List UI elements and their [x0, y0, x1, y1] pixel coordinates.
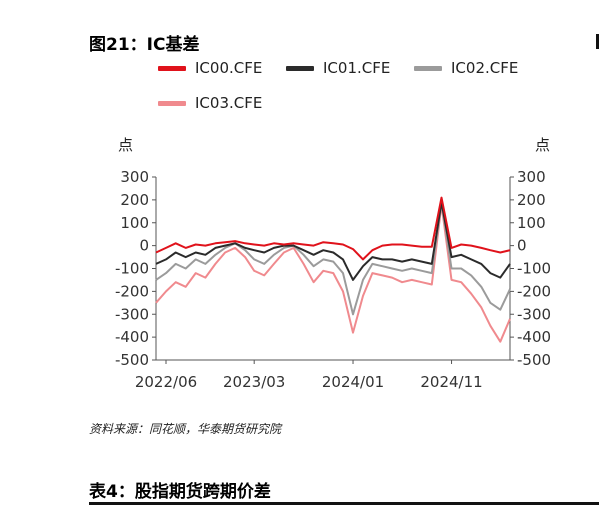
y-axis-unit-right: 点: [535, 136, 551, 154]
series-line-ic03-cfe: [155, 203, 511, 343]
chart-plot: 300 300 200 200 100 100 0 0 -100 -100 -200 -200 -300…: [115, 168, 551, 391]
table-top-rule: [89, 502, 599, 505]
legend-swatch-ic01: [286, 65, 314, 71]
y-tick-label-right: -500: [517, 351, 551, 369]
y-tick-label-left: 200: [120, 191, 149, 209]
legend-swatch-ic00: [158, 65, 186, 71]
legend-swatch-ic02: [414, 65, 442, 71]
x-tick-label: 2023/03: [223, 373, 285, 391]
y-tick-label-right: 200: [517, 191, 546, 209]
legend-item-ic03: IC03.CFE: [158, 93, 262, 113]
table-title: 表4：股指期货跨期价差: [89, 482, 271, 502]
legend-label-ic03: IC03.CFE: [195, 94, 263, 112]
legend-label-ic01: IC01.CFE: [323, 59, 391, 77]
x-tick-label: 2022/06: [135, 373, 197, 391]
legend-label-ic00: IC00.CFE: [195, 59, 263, 77]
y-tick-label-left: 100: [120, 214, 149, 232]
y-tick-label-left: -300: [115, 305, 149, 323]
y-tick-label-left: -400: [115, 328, 149, 346]
x-tick-label: 2024/01: [322, 373, 384, 391]
figure-title: 图21：IC基差: [89, 35, 200, 55]
y-tick-label-left: 0: [139, 237, 149, 255]
y-axis-unit-left: 点: [118, 136, 134, 154]
y-tick-label-right: -200: [517, 282, 551, 300]
legend-item-ic02: IC02.CFE: [414, 58, 518, 78]
y-tick-label-right: -100: [517, 260, 551, 278]
y-tick-label-left: -200: [115, 282, 149, 300]
adjacent-panel-edge: [596, 34, 599, 49]
series-line-ic02-cfe: [155, 201, 511, 316]
y-tick-label-left: -100: [115, 260, 149, 278]
y-tick-label-right: -400: [517, 328, 551, 346]
source-note: 资料来源：同花顺，华泰期货研究院: [89, 422, 282, 436]
y-tick-label-right: -300: [517, 305, 551, 323]
y-tick-label-right: 300: [517, 168, 546, 186]
y-tick-label-right: 100: [517, 214, 546, 232]
x-tick-label: 2024/11: [420, 373, 482, 391]
legend-swatch-ic03: [158, 100, 186, 106]
y-tick-label-left: -500: [115, 351, 149, 369]
legend-item-ic00: IC00.CFE: [158, 58, 262, 78]
legend-label-ic02: IC02.CFE: [451, 59, 519, 77]
series-line-ic01-cfe: [155, 201, 511, 281]
y-tick-label-right: 0: [517, 237, 527, 255]
series-line-ic00-cfe: [155, 196, 511, 261]
legend-item-ic01: IC01.CFE: [286, 58, 390, 78]
y-tick-label-left: 300: [120, 168, 149, 186]
